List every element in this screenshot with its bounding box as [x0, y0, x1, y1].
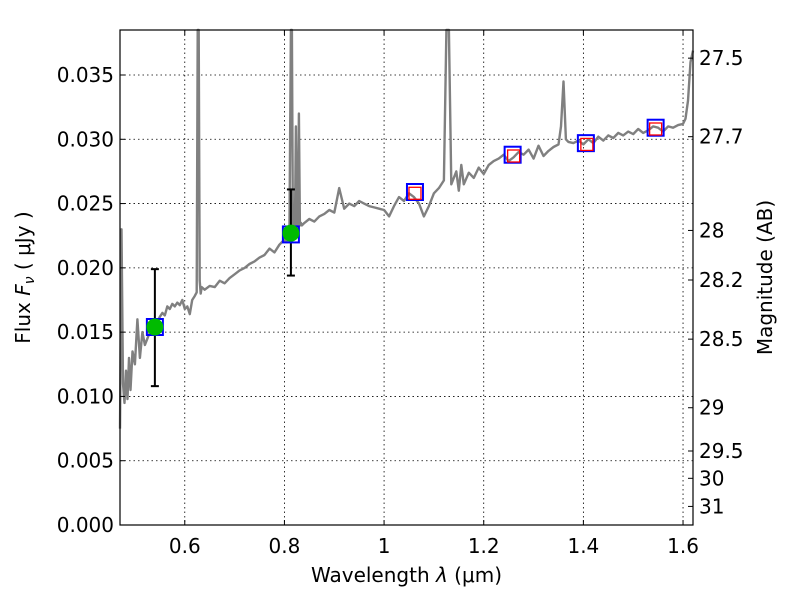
magnitude-tick-label: 27.5: [699, 46, 744, 70]
y-tick-label: 0.030: [57, 127, 114, 151]
red-photometry-square: [580, 137, 594, 152]
red-photometry-square: [648, 122, 663, 136]
marker-layer: [145, 118, 665, 388]
magnitude-tick-label: 27.7: [699, 125, 744, 149]
y-tick-label: 0.005: [57, 449, 114, 473]
y-tick-label: 0.025: [57, 192, 114, 216]
red-photometry-square: [506, 149, 521, 163]
observed-photometry-point: [146, 318, 164, 336]
magnitude-tick-label: 30: [699, 466, 724, 490]
series-layer: [118, 28, 695, 429]
grid-layer: [120, 30, 693, 525]
magnitude-axis-title: Magnitude (AB): [753, 200, 777, 355]
x-axis-title: Wavelength λ (μm): [311, 563, 502, 587]
magnitude-tick-label: 31: [699, 494, 724, 518]
x-tick-label: 1: [378, 534, 391, 558]
magnitude-tick-label: 29.5: [699, 439, 744, 463]
plot-frame: [119, 29, 694, 526]
x-tick-label: 1.4: [567, 534, 599, 558]
red-photometry-square: [408, 186, 422, 200]
magnitude-tick-label: 29: [699, 396, 724, 420]
y-axis-title: Flux Fν ( μJy ): [11, 211, 38, 343]
y-tick-label: 0.010: [57, 384, 114, 408]
x-tick-label: 0.8: [269, 534, 301, 558]
model-photometry-square: [405, 183, 424, 201]
magnitude-tick-label: 28: [699, 218, 724, 242]
model-photometry-square: [646, 118, 665, 137]
x-tick-label: 0.6: [169, 534, 201, 558]
x-tick-label: 1.2: [468, 534, 500, 558]
tick-layer: 0.6 0.8 1 1.2 1.4 1.6 0.000 0.005 0.010 0.015 0.02…: [57, 30, 744, 558]
y-tick-label: 0.035: [57, 63, 114, 87]
magnitude-tick-label: 28.2: [699, 268, 744, 292]
y-tick-label: 0.020: [57, 256, 114, 280]
model-photometry-square: [576, 134, 595, 153]
magnitude-tick-label: 28.5: [699, 327, 744, 351]
spectrum-line: [118, 28, 695, 429]
y-tick-label: 0.015: [57, 320, 114, 344]
observed-photometry-point: [282, 224, 300, 242]
x-tick-label: 1.6: [667, 534, 699, 558]
model-photometry-square: [503, 145, 522, 164]
y-tick-label: 0.000: [57, 513, 114, 537]
